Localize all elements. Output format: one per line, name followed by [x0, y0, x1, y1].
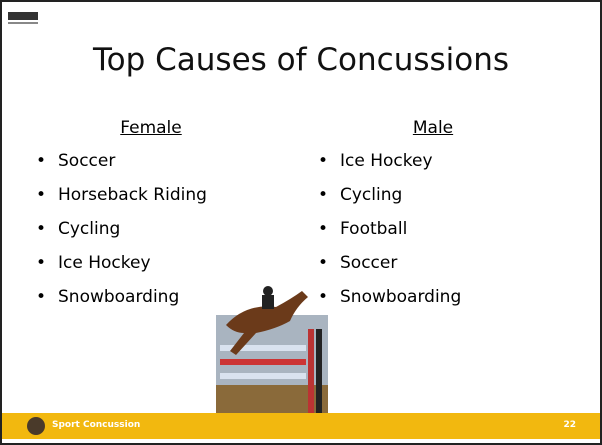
- bullet-item: Horseback Riding: [36, 180, 266, 214]
- slide-title: Top Causes of Concussions: [2, 42, 600, 78]
- column: Male Ice HockeyCyclingFootballSoccerSnowb…: [318, 118, 548, 316]
- bullet-item: Cycling: [36, 214, 266, 248]
- bullet-item: Ice Hockey: [36, 248, 266, 282]
- footer-label: Sport Concussion: [52, 420, 140, 430]
- horse-illustration: [216, 285, 328, 413]
- bullet-item: Snowboarding: [318, 282, 548, 316]
- footer-bar: Sport Concussion 22: [2, 413, 600, 439]
- bullet-item: Football: [318, 214, 548, 248]
- bullet-item: Soccer: [36, 146, 266, 180]
- bullet-item: Ice Hockey: [318, 146, 548, 180]
- bullet-item: Cycling: [318, 180, 548, 214]
- footer-icon: [26, 416, 46, 436]
- column-heading: Female: [36, 118, 266, 138]
- slide: Top Causes of Concussions FemaleSoccerHo…: [0, 0, 602, 445]
- bullet-item: Soccer: [318, 248, 548, 282]
- page-number: 22: [563, 420, 576, 430]
- logo: [6, 6, 46, 30]
- column-heading: Male: [318, 118, 548, 138]
